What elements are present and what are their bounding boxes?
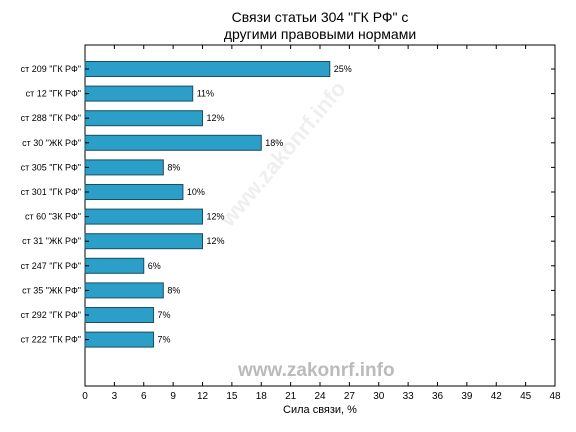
bar [84,282,164,299]
bar [84,184,184,200]
x-tick-label: 45 [520,391,532,402]
x-tick-label: 3 [112,391,118,402]
category-label: ст 288 "ГК РФ" [21,113,81,123]
value-label: 12% [207,212,225,222]
bar [84,331,155,348]
chart-title: Связи статьи 304 "ГК РФ" с другими право… [85,9,555,43]
value-label: 10% [187,187,205,197]
bar [84,159,164,176]
x-tick-label: 36 [432,391,444,402]
value-label: 18% [265,138,283,148]
x-tick-label: 6 [141,391,147,402]
value-label: 8% [167,285,180,295]
bar [84,307,155,323]
site-watermark: www.zakonrf.info [238,360,395,381]
x-tick-label: 39 [461,391,473,402]
category-label: ст 12 "ГК РФ" [26,89,81,99]
bar [84,61,331,77]
x-tick-label: 12 [197,391,209,402]
category-label: ст 301 "ГК РФ" [21,187,81,197]
bar [84,208,203,225]
x-tick-label: 24 [314,391,326,402]
category-label: ст 247 "ГК РФ" [21,261,81,271]
x-tick-label: 21 [285,391,297,402]
x-tick-label: 9 [170,391,176,402]
category-label: ст 222 "ГК РФ" [21,335,81,345]
x-tick-label: 18 [256,391,268,402]
category-label: ст 209 "ГК РФ" [21,64,81,74]
value-label: 12% [207,113,225,123]
value-label: 12% [207,236,225,246]
category-label: ст 292 "ГК РФ" [21,310,81,320]
x-axis-label: Сила связи, % [283,404,357,416]
bar [84,134,262,151]
x-tick-label: 42 [491,391,503,402]
x-tick-label: 0 [82,391,88,402]
x-tick-label: 15 [226,391,238,402]
value-label: 11% [197,89,214,99]
x-tick-label: 27 [344,391,356,402]
category-label: ст 60 "ЗК РФ" [25,212,81,222]
value-label: 7% [158,335,171,345]
bar [84,257,145,274]
chart-title-line-2: другими правовыми нормами [223,26,417,42]
value-label: 8% [167,162,180,172]
category-label: ст 30 "ЖК РФ" [22,138,81,148]
value-label: 7% [158,310,171,320]
category-label: ст 305 "ГК РФ" [21,162,81,172]
x-tick-label: 30 [373,391,385,402]
x-tick-label: 48 [549,391,561,402]
value-label: 6% [148,261,161,271]
bar [84,110,203,127]
x-tick-label: 33 [403,391,415,402]
bar [84,85,194,102]
category-label: ст 35 "ЖК РФ" [22,285,81,295]
bar [84,233,203,250]
chart-title-line-1: Связи статьи 304 "ГК РФ" с [231,9,409,25]
category-label: ст 31 "ЖК РФ" [22,236,81,246]
value-label: 25% [334,64,352,74]
